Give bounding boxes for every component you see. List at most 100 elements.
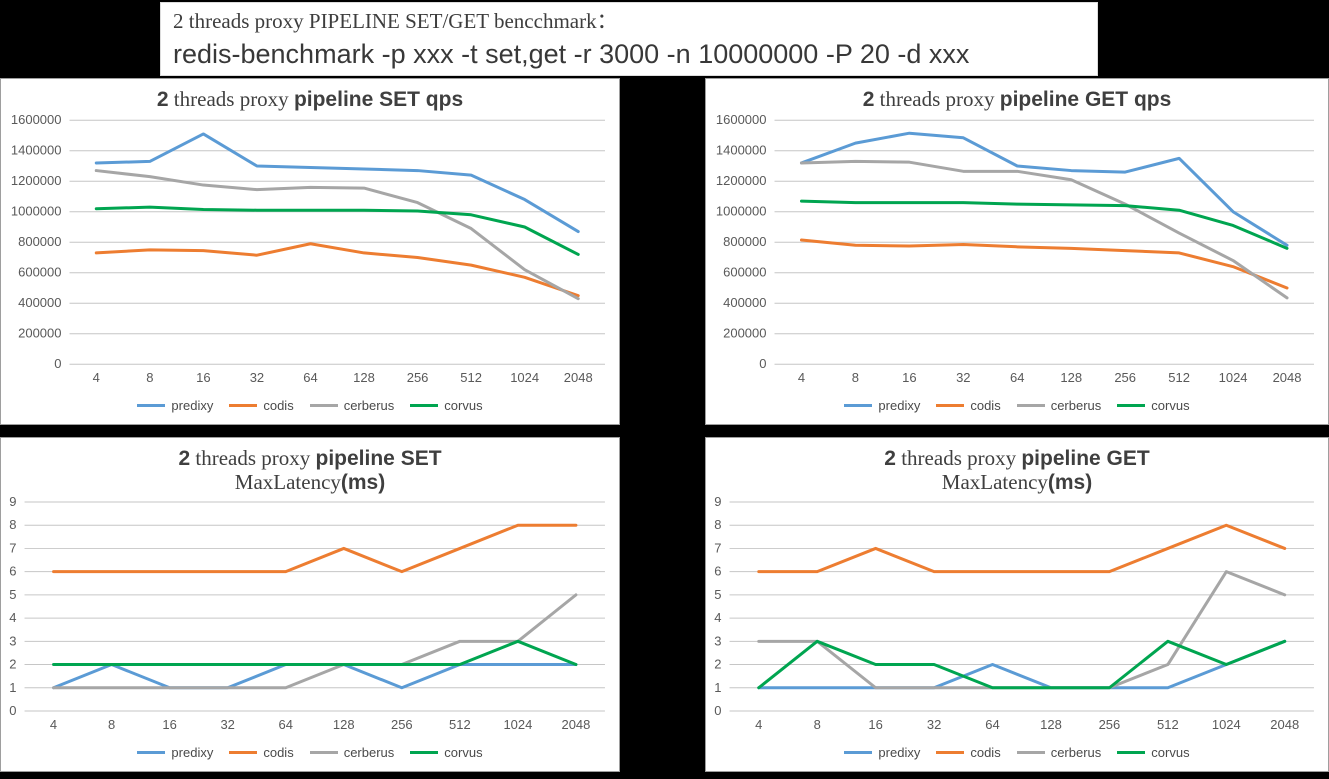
y-axis-tick-label: 1400000 bbox=[11, 142, 62, 157]
legend-swatch-predixy bbox=[137, 750, 166, 754]
series-line-predixy bbox=[757, 639, 1287, 690]
series-line-predixy bbox=[799, 131, 1289, 247]
legend-swatch-predixy bbox=[844, 403, 873, 407]
title-segment: threads proxy bbox=[895, 446, 1022, 470]
x-axis-tick-label: 16 bbox=[868, 717, 882, 732]
legend-item-codis: codis bbox=[229, 398, 294, 413]
title-segment: pipeline SET bbox=[315, 447, 442, 470]
chart-legend-set-maxlatency: predixy codis cerberus corvus bbox=[1, 737, 619, 771]
x-axis-tick-labels: 4 8 16 32 64 128 256 512 1024 2048 bbox=[50, 717, 590, 732]
x-axis-tick-label: 16 bbox=[902, 370, 916, 385]
series-line-codis bbox=[757, 523, 1287, 574]
legend-label: cerberus bbox=[1050, 744, 1102, 760]
y-axis-tick-label: 5 bbox=[714, 587, 721, 602]
title-segment: MaxLatency bbox=[234, 469, 341, 494]
legend-swatch-cerberus bbox=[309, 750, 338, 754]
chart-panel-get-qps: 2 threads proxy pipeline GET qps 0 200000… bbox=[705, 78, 1329, 425]
grid-lines: 0 200000 400000 600000 800000 1000000 1200000 1… bbox=[11, 112, 605, 371]
series-line-corvus bbox=[52, 639, 578, 667]
chart-panel-set-maxlatency: 2 threads proxy pipeline SET MaxLatency(m… bbox=[0, 437, 620, 772]
chart-title-get-maxlatency: 2 threads proxy pipeline GET MaxLatency(m… bbox=[706, 438, 1328, 494]
series-line-cerberus bbox=[799, 159, 1289, 299]
series-line-corvus bbox=[94, 205, 580, 256]
x-axis-tick-label: 8 bbox=[852, 370, 859, 385]
x-axis-tick-label: 4 bbox=[755, 717, 762, 732]
x-axis-tick-label: 2048 bbox=[561, 717, 590, 732]
series-line-corvus bbox=[799, 199, 1289, 250]
legend-label: predixy bbox=[171, 397, 214, 413]
y-axis-tick-label: 1000000 bbox=[716, 203, 767, 218]
chart-title-get-qps: 2 threads proxy pipeline GET qps bbox=[706, 79, 1328, 112]
y-axis-tick-label: 1000000 bbox=[11, 203, 62, 218]
y-axis-tick-label: 8 bbox=[9, 517, 16, 532]
title-segment: pipeline GET bbox=[1021, 447, 1150, 470]
title-segment: 2 bbox=[884, 447, 896, 470]
legend-swatch-codis bbox=[229, 750, 258, 754]
legend-item-predixy: predixy bbox=[844, 745, 920, 760]
x-axis-tick-label: 256 bbox=[1114, 370, 1136, 385]
legend-swatch-cerberus bbox=[1016, 403, 1045, 407]
line-chart-get-qps: 0 200000 400000 600000 800000 1000000 1200000 1… bbox=[716, 112, 1314, 385]
x-axis-tick-label: 64 bbox=[279, 717, 293, 732]
title-segment: (ms) bbox=[1047, 470, 1093, 494]
y-axis-tick-label: 600000 bbox=[18, 264, 61, 279]
x-axis-tick-label: 2048 bbox=[564, 370, 593, 385]
x-axis-tick-label: 256 bbox=[1099, 717, 1121, 732]
legend-item-corvus: corvus bbox=[1117, 745, 1190, 760]
benchmark-title: 2 threads proxy PIPELINE SET/GET bencchm… bbox=[173, 9, 618, 33]
legend-label: predixy bbox=[171, 744, 214, 760]
x-axis-tick-label: 128 bbox=[333, 717, 355, 732]
chart-panel-get-maxlatency: 2 threads proxy pipeline GET MaxLatency(m… bbox=[705, 437, 1329, 772]
x-axis-tick-label: 64 bbox=[985, 717, 999, 732]
legend-item-corvus: corvus bbox=[1117, 398, 1190, 413]
title-segment: pipeline GET qps bbox=[999, 88, 1172, 111]
x-axis-tick-label: 128 bbox=[353, 370, 375, 385]
y-axis-tick-label: 4 bbox=[9, 610, 16, 625]
x-axis-tick-labels: 4 8 16 32 64 128 256 512 1024 2048 bbox=[798, 370, 1302, 385]
x-axis-tick-label: 4 bbox=[93, 370, 100, 385]
y-axis-tick-label: 400000 bbox=[18, 295, 61, 310]
x-axis-tick-label: 32 bbox=[956, 370, 970, 385]
y-axis-tick-label: 200000 bbox=[18, 325, 61, 340]
x-axis-tick-label: 128 bbox=[1060, 370, 1082, 385]
y-axis-tick-label: 1200000 bbox=[11, 173, 62, 188]
y-axis-tick-label: 3 bbox=[714, 633, 721, 648]
legend-item-cerberus: cerberus bbox=[309, 398, 394, 413]
legend-item-codis: codis bbox=[229, 745, 294, 760]
legend-label: codis bbox=[970, 397, 1001, 413]
chart-title-line: 2 threads proxy pipeline SET bbox=[1, 446, 619, 471]
x-axis-tick-label: 64 bbox=[1010, 370, 1024, 385]
y-axis-tick-label: 1 bbox=[714, 680, 721, 695]
legend-item-predixy: predixy bbox=[844, 398, 920, 413]
x-axis-tick-label: 2048 bbox=[1273, 370, 1302, 385]
x-axis-tick-label: 64 bbox=[303, 370, 317, 385]
y-axis-tick-label: 1600000 bbox=[716, 112, 767, 127]
x-axis-tick-label: 256 bbox=[391, 717, 413, 732]
line-chart-get-maxlatency: 0 1 2 3 4 5 6 7 8 9 4 8 16 32 64 128 256 512 1024 2048 bbox=[714, 494, 1314, 732]
y-axis-tick-label: 400000 bbox=[723, 295, 766, 310]
legend-label: cerberus bbox=[1050, 397, 1102, 413]
y-axis-tick-label: 2 bbox=[714, 657, 721, 672]
series-line-predixy bbox=[94, 131, 580, 233]
y-axis-tick-label: 600000 bbox=[723, 264, 766, 279]
grid-lines: 0 200000 400000 600000 800000 1000000 1200000 1… bbox=[716, 112, 1314, 371]
series-line-cerberus bbox=[757, 570, 1287, 690]
legend-item-corvus: corvus bbox=[410, 398, 483, 413]
x-axis-tick-label: 16 bbox=[196, 370, 210, 385]
legend-label: predixy bbox=[878, 397, 921, 413]
title-segment: MaxLatency bbox=[941, 469, 1048, 494]
y-axis-tick-label: 6 bbox=[714, 564, 721, 579]
chart-legend-get-qps: predixy codis cerberus corvus bbox=[706, 390, 1328, 424]
legend-swatch-corvus bbox=[1117, 750, 1146, 754]
legend-label: codis bbox=[970, 744, 1001, 760]
chart-title-line: 2 threads proxy pipeline GET bbox=[706, 446, 1328, 471]
benchmark-command: redis-benchmark -p xxx -t set,get -r 300… bbox=[173, 39, 970, 69]
x-axis-tick-label: 1024 bbox=[1212, 717, 1241, 732]
series-line-codis bbox=[799, 237, 1289, 290]
y-axis-tick-label: 3 bbox=[9, 633, 16, 648]
x-axis-tick-label: 2048 bbox=[1270, 717, 1299, 732]
y-axis-tick-label: 1400000 bbox=[716, 142, 767, 157]
y-axis-tick-label: 0 bbox=[9, 703, 16, 718]
y-axis-tick-label: 8 bbox=[714, 517, 721, 532]
chart-title-set-maxlatency: 2 threads proxy pipeline SET MaxLatency(m… bbox=[1, 438, 619, 494]
